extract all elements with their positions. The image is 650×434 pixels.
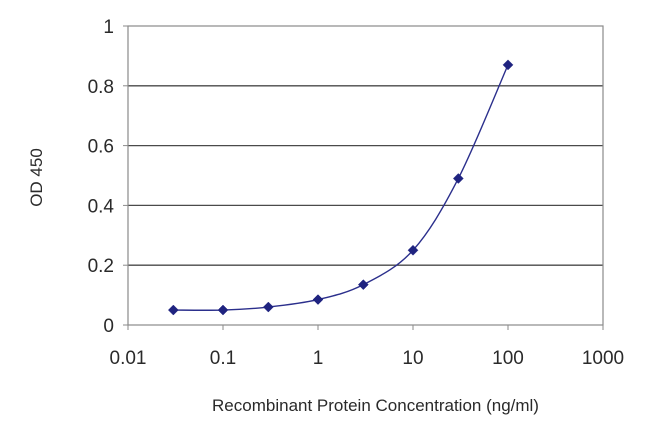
plot-area-frame (127, 25, 604, 326)
data-point-marker (262, 301, 274, 313)
data-point-marker (407, 244, 419, 256)
gridlines (128, 85, 603, 266)
y-axis-title: OD 450 (27, 148, 46, 207)
x-tick-label: 1 (313, 348, 324, 369)
data-point-marker (452, 173, 464, 184)
y-axis-ticks: 0 0.2 0.4 0.6 0.8 1 (88, 17, 128, 337)
y-tick-label: 1 (103, 17, 114, 38)
data-point-marker (167, 304, 179, 316)
x-tick-label: 0.1 (210, 348, 236, 369)
y-tick-label: 0.2 (88, 256, 114, 277)
x-axis-title: Recombinant Protein Concentration (ng/ml… (212, 396, 539, 415)
x-tick-label: 0.01 (110, 348, 147, 369)
y-tick-label: 0.4 (88, 196, 115, 217)
data-point-marker (357, 279, 369, 290)
x-axis-ticks: 0.01 0.1 1 10 100 1000 (110, 325, 624, 369)
data-point-marker (217, 304, 229, 316)
series-line (173, 64, 509, 311)
y-tick-label: 0 (103, 316, 114, 337)
y-tick-label: 0.6 (88, 137, 114, 158)
y-tick-label: 0.8 (88, 77, 114, 98)
data-point-marker (502, 59, 514, 71)
x-tick-label: 1000 (582, 348, 624, 369)
data-point-marker (312, 294, 324, 305)
series-layer (167, 59, 514, 316)
x-tick-label: 100 (492, 348, 524, 369)
x-tick-label: 10 (402, 348, 423, 369)
